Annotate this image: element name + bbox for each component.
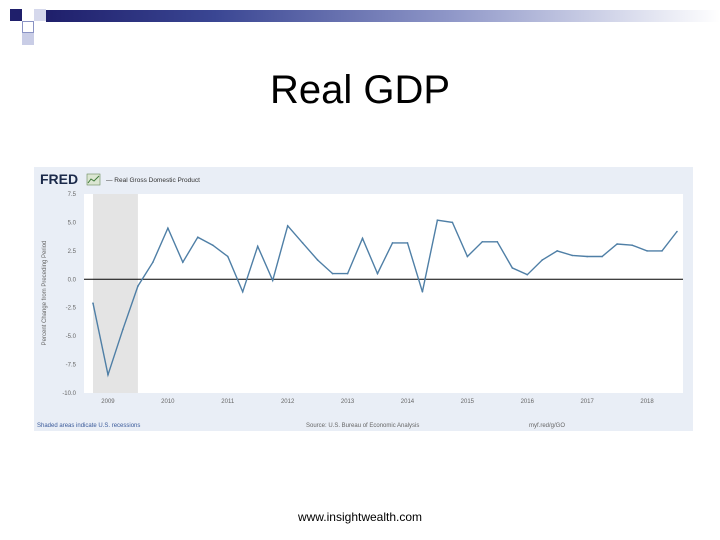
data-point: [152, 261, 154, 264]
data-point: [122, 328, 124, 331]
recession-note: Shaded areas indicate U.S. recessions: [37, 423, 140, 429]
data-point: [571, 254, 573, 257]
fred-logo-icon: [86, 173, 101, 186]
x-tick-label: 2013: [341, 399, 355, 405]
data-point: [107, 374, 109, 376]
data-point: [421, 290, 424, 293]
data-point: [301, 242, 304, 244]
corner-square-light: [22, 33, 34, 45]
fred-logo: FRED: [40, 171, 78, 187]
y-tick-label: 2.5: [68, 249, 77, 255]
data-point: [391, 242, 394, 244]
footer-url: www.insightwealth.com: [297, 510, 423, 524]
data-point: [286, 225, 289, 227]
y-tick-label: 0.0: [68, 277, 77, 283]
x-tick-label: 2011: [221, 399, 235, 405]
x-tick-label: 2012: [281, 399, 295, 405]
data-point: [137, 285, 139, 287]
data-point: [92, 302, 94, 304]
data-point: [361, 237, 364, 240]
y-tick-label: -2.5: [66, 306, 77, 312]
corner-square-small: [34, 9, 46, 21]
legend-label: — Real Gross Domestic Product: [106, 177, 200, 184]
data-point: [676, 230, 678, 233]
y-tick-label: -5.0: [66, 334, 77, 340]
data-point: [451, 221, 454, 224]
plot-background: [84, 194, 683, 393]
data-point: [541, 259, 544, 261]
data-point: [197, 236, 199, 239]
x-tick-label: 2015: [461, 399, 475, 405]
y-tick-label: -7.5: [66, 363, 77, 369]
y-tick-label: 5.0: [68, 220, 77, 226]
data-point: [631, 244, 633, 246]
x-tick-label: 2016: [521, 399, 535, 405]
data-point: [211, 244, 214, 246]
data-point: [526, 273, 529, 276]
data-point: [556, 250, 559, 252]
slide-title: Real GDP: [269, 68, 451, 112]
data-point: [586, 255, 588, 258]
header-band: [46, 10, 720, 22]
x-tick-label: 2018: [640, 399, 654, 405]
data-point: [466, 255, 469, 258]
recession-shading: [92, 194, 138, 393]
y-tick-label: 7.5: [68, 192, 77, 198]
data-point: [226, 255, 229, 258]
x-tick-label: 2017: [580, 399, 594, 405]
corner-square-dark: [10, 9, 22, 21]
y-axis-label: Percent Change from Preceding Period: [42, 241, 48, 346]
fred-link: myf.red/g/GO: [529, 423, 565, 429]
data-point: [496, 240, 499, 243]
data-point: [601, 255, 603, 258]
data-point: [616, 243, 618, 245]
x-tick-label: 2014: [401, 399, 415, 405]
data-point: [316, 259, 319, 261]
data-point: [646, 250, 648, 252]
data-point: [406, 242, 409, 244]
data-point: [481, 240, 484, 243]
data-point: [241, 290, 244, 293]
data-point: [511, 267, 514, 269]
corner-square-outline: [22, 21, 34, 33]
x-tick-label: 2009: [101, 399, 115, 405]
data-point: [256, 245, 259, 248]
source-note: Source: U.S. Bureau of Economic Analysis: [306, 423, 419, 429]
gdp-line-chart: 7.5 5.0 2.5 0.0 -2.5 -5.0 -7.5 -10.0 2009 2010 20…: [34, 167, 693, 431]
gdp-series-line: [92, 219, 678, 378]
data-point: [167, 227, 169, 229]
data-point: [346, 272, 349, 275]
data-point: [182, 261, 184, 264]
x-tick-label: 2010: [161, 399, 175, 405]
data-point: [376, 272, 379, 275]
data-point: [271, 279, 274, 282]
data-point: [661, 250, 663, 252]
data-point: [331, 272, 334, 275]
data-point: [436, 219, 439, 221]
fred-chart: 7.5 5.0 2.5 0.0 -2.5 -5.0 -7.5 -10.0 2009 2010 20…: [34, 167, 693, 431]
y-tick-label: -10.0: [62, 391, 76, 397]
